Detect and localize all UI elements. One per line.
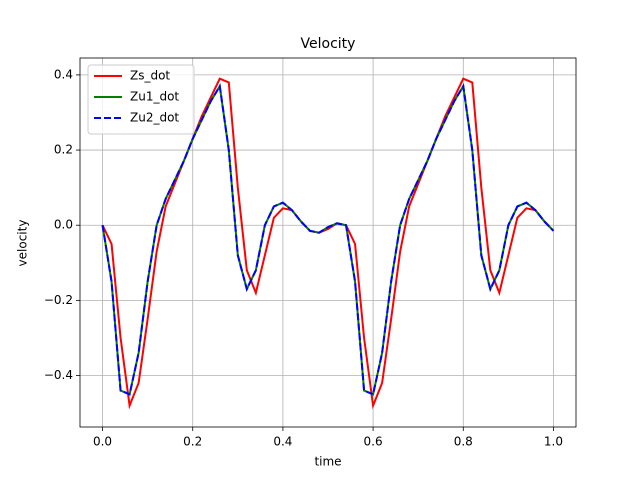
- legend-box: [87, 64, 195, 135]
- x-tick-label: 0.6: [364, 435, 383, 449]
- x-tick-label: 0.0: [93, 435, 112, 449]
- x-axis-label: time: [314, 455, 341, 469]
- series-line: [101, 77, 555, 410]
- y-tick-label: 0.0: [54, 218, 73, 232]
- series-line: [101, 83, 555, 396]
- y-tick-label: 0.4: [54, 67, 73, 81]
- legend-label: Zu2_dot: [130, 111, 179, 125]
- y-axis-label: velocity: [16, 220, 30, 267]
- x-tick-label: 0.8: [454, 435, 473, 449]
- x-tick-label: 1.0: [544, 435, 563, 449]
- y-tick-label: 0.2: [54, 143, 73, 157]
- legend-label: Zu1_dot: [130, 90, 179, 104]
- y-tick-label: −0.4: [44, 368, 73, 382]
- chart-title: Velocity: [301, 36, 356, 52]
- y-tick-label: −0.2: [44, 293, 73, 307]
- x-tick-label: 0.4: [273, 435, 292, 449]
- x-tick-label: 0.2: [183, 435, 202, 449]
- plot-frame: [79, 57, 577, 428]
- legend-label: Zs_dot: [130, 69, 170, 83]
